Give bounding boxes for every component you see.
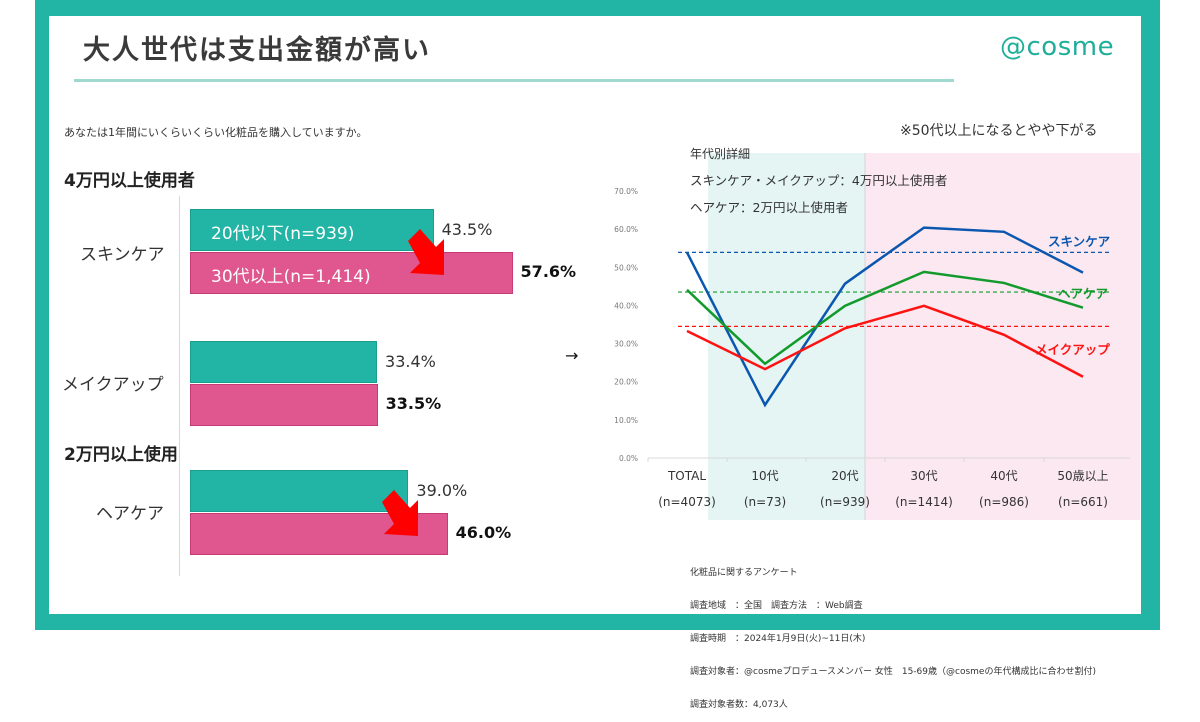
footnote-line: 調査対象者数：4,073人: [690, 700, 788, 710]
footnote-line: 調査地域 ：全国 調査方法 ：Web調査: [690, 601, 863, 611]
red-arrow-icon: [382, 490, 419, 536]
footnote-line: 化粧品に関するアンケート: [690, 568, 798, 578]
survey-question: あなたは1年間にいくらいくらい化粧品を購入していますか。: [64, 126, 368, 139]
y-tick-label: 10.0%: [614, 416, 638, 425]
section-heading-20k: 2万円以上使用: [64, 445, 178, 465]
legend-older-label: 30代以上(n=1,414): [211, 267, 371, 287]
connector-arrow: →: [565, 346, 579, 365]
category-label-makeup: メイクアップ: [62, 375, 164, 395]
y-tick-label: 50.0%: [614, 263, 638, 272]
shaded-region-older: [865, 153, 1140, 520]
section-heading-40k: 4万円以上使用者: [64, 171, 195, 191]
footnote-line: 調査対象者：@cosmeプロデュースメンバー 女性 15-69歳（@cosmeの…: [690, 667, 1096, 677]
y-tick-label: 0.0%: [619, 454, 638, 463]
bar-young: 20代以下(n=939): [190, 209, 434, 251]
series-label: ヘアケア: [1058, 286, 1108, 301]
bar-young: [190, 470, 409, 512]
title-underline: [74, 79, 954, 82]
x-tick-n-label: (n=661): [1058, 495, 1108, 509]
x-tick-label: 10代: [751, 469, 778, 483]
survey-footnote: 化粧品に関するアンケート 調査地域 ：全国 調査方法 ：Web調査 調査時期 ：…: [690, 546, 1096, 722]
y-tick-label: 70.0%: [614, 187, 638, 196]
series-line: [686, 270, 1084, 366]
series-label: メイクアップ: [1035, 342, 1110, 357]
x-tick-label: TOTAL: [667, 469, 706, 483]
category-label-skincare: スキンケア: [80, 245, 165, 265]
x-tick-n-label: (n=939): [820, 495, 870, 509]
x-tick-n-label: (n=1414): [895, 495, 953, 509]
red-arrow-icon: [407, 229, 444, 275]
chart-title: 年代別詳細: [690, 146, 750, 161]
x-tick-n-label: (n=73): [744, 495, 786, 509]
series-label: スキンケア: [1048, 234, 1110, 249]
value-young: 33.4%: [385, 352, 436, 371]
page-title: 大人世代は支出金額が高い: [83, 35, 431, 66]
legend-young-label: 20代以下(n=939): [211, 224, 355, 244]
y-tick-label: 40.0%: [614, 301, 638, 310]
value-young: 39.0%: [416, 481, 468, 500]
value-older: 33.5%: [385, 394, 442, 413]
y-tick-label: 20.0%: [614, 378, 638, 387]
y-tick-label: 60.0%: [614, 225, 638, 234]
cosme-logo: @cosme: [1000, 32, 1115, 62]
series-line: [685, 226, 1084, 408]
x-tick-n-label: (n=4073): [658, 495, 716, 509]
x-tick-label: 40代: [990, 469, 1017, 483]
bar-older: [190, 384, 378, 426]
value-older: 57.6%: [520, 262, 577, 281]
value-older: 46.0%: [455, 523, 512, 542]
y-tick-label: 30.0%: [614, 340, 638, 349]
chart-subtitle: ヘアケア：2万円以上使用者: [690, 200, 848, 215]
x-tick-n-label: (n=986): [979, 495, 1029, 509]
series-line: [686, 304, 1084, 378]
bar-older: 30代以上(n=1,414): [190, 252, 513, 294]
x-tick-label: 30代: [910, 469, 937, 483]
bar-axis: [179, 196, 180, 576]
shaded-region-young: [708, 153, 865, 520]
x-tick-label: 20代: [831, 469, 858, 483]
note-top: ※50代以上になるとやや下がる: [900, 123, 1098, 139]
bar-young: [190, 341, 378, 383]
value-young: 43.5%: [441, 220, 493, 239]
chart-subtitle: スキンケア・メイクアップ：4万円以上使用者: [690, 173, 947, 188]
x-tick-label: 50歳以上: [1057, 469, 1108, 483]
footnote-line: 調査時期 ：2024年1月9日(火)~11日(木): [690, 634, 866, 644]
category-label-haircare: ヘアケア: [96, 504, 164, 524]
